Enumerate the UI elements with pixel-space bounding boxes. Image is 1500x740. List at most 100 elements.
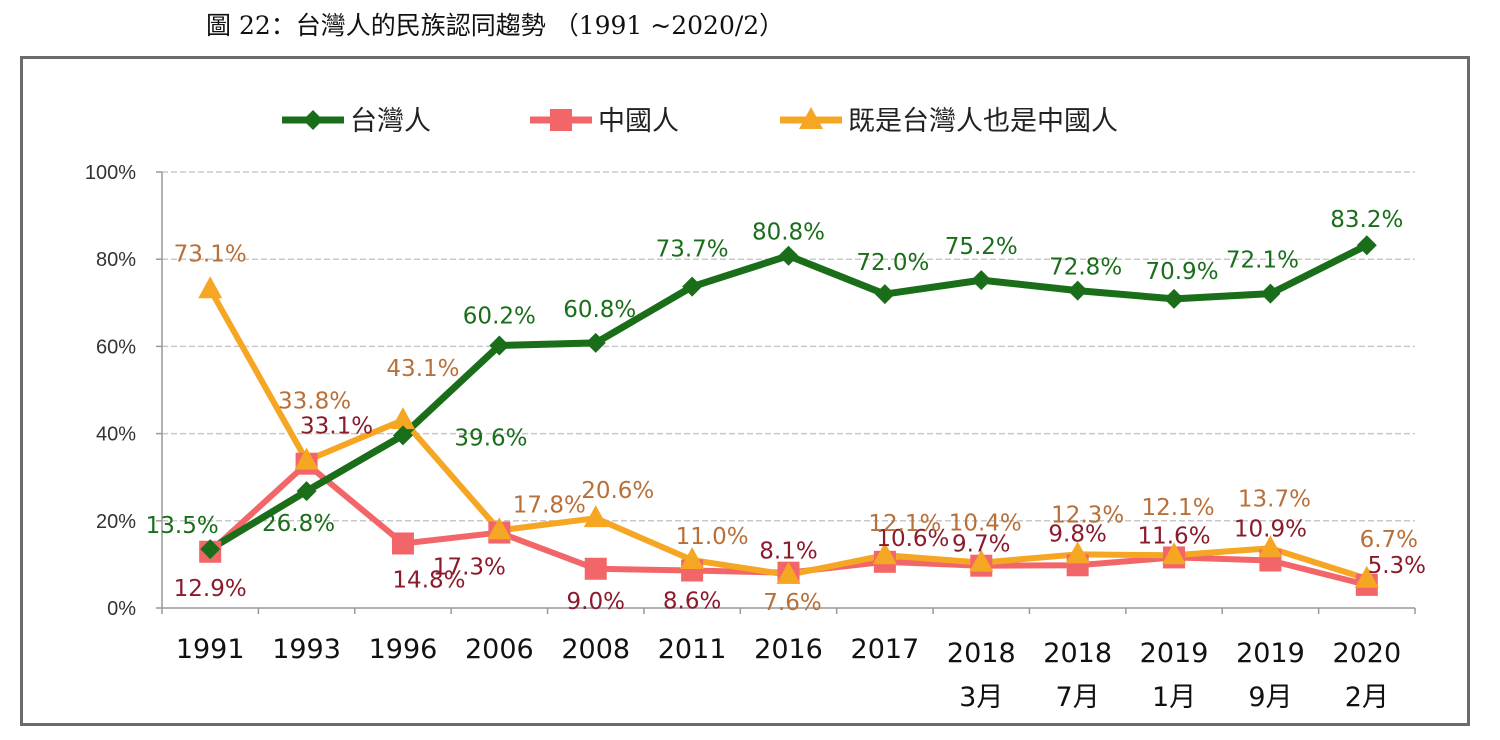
y-tick-label: 20% — [96, 511, 136, 533]
marker-diamond — [392, 425, 413, 446]
marker-diamond — [585, 332, 606, 353]
x-category-label: 2019 — [1236, 638, 1305, 669]
marker-diamond — [1164, 288, 1185, 309]
data-label: 10.9% — [1234, 516, 1307, 542]
data-label: 11.0% — [676, 524, 749, 550]
x-category-label: 2011 — [658, 634, 727, 665]
legend-marker-triangle — [799, 107, 823, 129]
data-label: 73.1% — [174, 241, 247, 267]
data-label: 80.8% — [752, 220, 825, 246]
marker-triangle — [390, 407, 415, 430]
marker-triangle — [872, 542, 897, 565]
x-category-label: 2018 — [947, 638, 1016, 669]
marker-diamond — [1067, 280, 1088, 301]
data-label: 83.2% — [1330, 207, 1403, 233]
legend: 台灣人 中國人 既是台灣人也是中國人 — [282, 106, 1118, 137]
x-category-label: 2008 — [561, 634, 630, 665]
marker-triangle — [680, 547, 705, 570]
data-label: 6.7% — [1360, 527, 1418, 553]
data-label: 72.1% — [1226, 248, 1299, 274]
data-label: 60.2% — [463, 304, 536, 330]
marker-triangle — [294, 447, 319, 470]
axes — [156, 171, 1416, 614]
page-title: 圖 22：台灣人的民族認同趨勢 （1991 ~2020/2） — [206, 11, 785, 40]
y-tick-label: 0% — [107, 598, 136, 620]
data-label: 9.0% — [567, 589, 625, 615]
data-label: 10.4% — [949, 511, 1022, 537]
data-label: 12.1% — [1141, 495, 1214, 521]
marker-triangle — [1354, 565, 1379, 588]
marker-triangle — [487, 517, 512, 540]
data-labels: 13.5% 26.8% 39.6% 60.2% 60.8% 73.7% 80.8% 72.0%… — [146, 207, 1426, 616]
data-label: 70.9% — [1145, 259, 1218, 285]
marker-diamond — [489, 335, 510, 356]
marker-triangle — [1065, 541, 1090, 564]
data-label: 60.8% — [563, 297, 636, 323]
legend-label: 台灣人 — [350, 106, 431, 137]
legend-label: 中國人 — [598, 106, 679, 137]
legend-marker-square — [550, 109, 572, 131]
data-label: 72.8% — [1049, 255, 1122, 281]
data-label: 43.1% — [386, 356, 459, 382]
x-category-label: 2020 — [1332, 638, 1401, 669]
data-label: 17.8% — [513, 492, 586, 518]
y-tick-label: 40% — [96, 424, 136, 446]
x-category-label: 1996 — [369, 634, 438, 665]
data-label: 5.3% — [1368, 553, 1426, 579]
data-label: 14.8% — [392, 567, 465, 593]
marker-diamond — [778, 245, 799, 266]
y-tick-label: 80% — [96, 249, 136, 271]
marker-diamond — [1260, 283, 1281, 304]
data-label: 7.6% — [763, 590, 821, 616]
marker-triangle — [198, 276, 223, 299]
x-category-sublabel: 7月 — [1056, 682, 1100, 713]
data-label: 33.1% — [300, 414, 373, 440]
data-label: 33.8% — [278, 389, 351, 415]
x-axis-categories: 1991 1993 1996 2006 2008 2011 2016 2017 2018 3月 20… — [176, 634, 1401, 713]
data-label: 12.3% — [1051, 502, 1124, 528]
marker-diamond — [1356, 235, 1377, 256]
marker-triangle — [969, 549, 994, 572]
data-label: 10.6% — [876, 526, 949, 552]
marker-diamond — [200, 539, 221, 560]
data-label: 8.6% — [663, 589, 721, 615]
x-category-sublabel: 2月 — [1345, 682, 1389, 713]
y-tick-label: 100% — [85, 162, 136, 184]
x-category-label: 2019 — [1140, 638, 1209, 669]
marker-triangle — [1258, 535, 1283, 558]
data-label: 9.7% — [952, 532, 1010, 558]
data-label: 75.2% — [945, 234, 1018, 260]
marker-triangle — [583, 505, 608, 528]
data-label: 17.3% — [433, 555, 506, 581]
data-label: 12.9% — [174, 576, 247, 602]
data-label: 8.1% — [759, 539, 817, 565]
marker-diamond — [874, 284, 895, 305]
data-label: 13.7% — [1238, 486, 1311, 512]
data-label: 9.8% — [1048, 521, 1106, 547]
data-label: 11.6% — [1137, 523, 1210, 549]
series-markers — [198, 235, 1379, 596]
x-category-label: 2016 — [754, 634, 823, 665]
marker-triangle — [1162, 542, 1187, 565]
x-category-sublabel: 1月 — [1152, 682, 1196, 713]
data-label: 39.6% — [454, 425, 527, 451]
data-label: 73.7% — [656, 237, 729, 263]
x-category-label: 2017 — [851, 634, 920, 665]
x-category-label: 1993 — [272, 634, 341, 665]
x-category-sublabel: 3月 — [959, 682, 1003, 713]
marker-diamond — [682, 276, 703, 297]
marker-square — [584, 557, 607, 580]
x-category-sublabel: 9月 — [1248, 682, 1292, 713]
x-category-label: 1991 — [176, 634, 245, 665]
marker-square — [391, 532, 414, 555]
y-axis-ticks: 0% 20% 40% 60% 80% 100% — [85, 162, 136, 620]
data-label: 20.6% — [581, 478, 654, 504]
x-category-label: 2018 — [1043, 638, 1112, 669]
marker-diamond — [296, 481, 317, 502]
x-category-label: 2006 — [465, 634, 534, 665]
data-label: 12.1% — [868, 511, 941, 537]
marker-triangle — [776, 561, 801, 584]
legend-label: 既是台灣人也是中國人 — [848, 106, 1118, 137]
data-label: 13.5% — [146, 513, 219, 539]
